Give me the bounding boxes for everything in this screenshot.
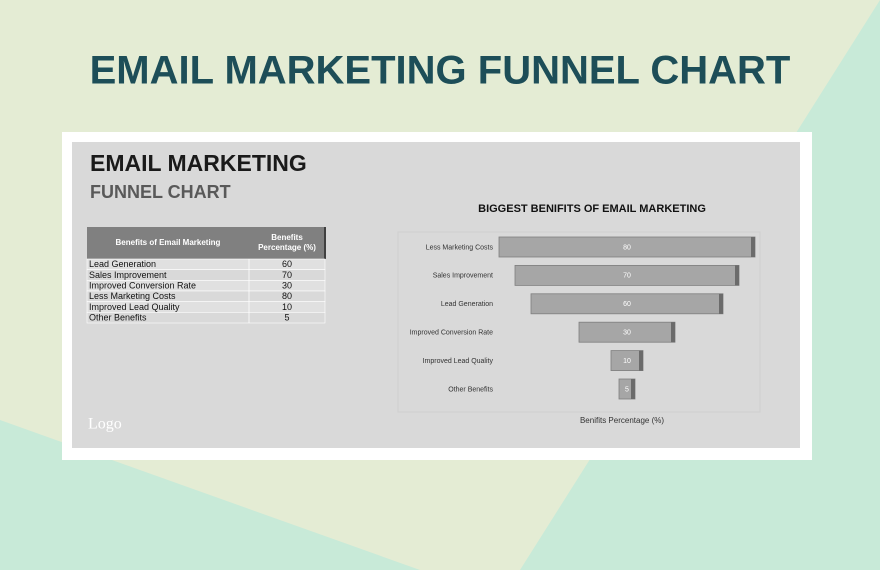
table-cell: Less Marketing Costs: [89, 291, 176, 301]
category-label: Improved Conversion Rate: [410, 330, 493, 337]
category-label: Less Marketing Costs: [426, 244, 494, 251]
logo: Logo: [88, 416, 122, 433]
page-title: EMAIL MARKETING FUNNEL CHART: [90, 49, 791, 93]
bar-shade: [751, 237, 755, 257]
sheet-title: EMAIL MARKETING: [90, 150, 307, 176]
bar-shade: [719, 293, 723, 314]
bar-value-label: 80: [623, 244, 631, 251]
bar-value-label: 10: [623, 358, 631, 365]
category-label: Lead Generation: [441, 301, 493, 308]
table-cell: Lead Generation: [89, 259, 156, 269]
table-cell: 30: [282, 281, 292, 291]
bar-value-label: 5: [625, 386, 629, 393]
bar-shade: [671, 322, 675, 343]
category-label: Improved Lead Quality: [423, 358, 494, 365]
bar-shade: [735, 265, 739, 286]
bar-value-label: 60: [623, 301, 631, 308]
bar-shade: [631, 379, 635, 399]
category-label: Sales Improvement: [433, 273, 493, 280]
sheet-subtitle: FUNNEL CHART: [90, 182, 231, 202]
bar-value-label: 30: [623, 330, 631, 337]
table-cell: 70: [282, 270, 292, 280]
category-label: Other Benefits: [448, 386, 493, 393]
x-axis-label: Benifits Percentage (%): [580, 416, 664, 425]
bar-value-label: 70: [623, 273, 631, 280]
plot-area: [397, 231, 761, 413]
table-header-cell: Benefits Percentage (%): [258, 233, 316, 252]
bar-shade: [639, 350, 643, 371]
table-cell: 5: [284, 313, 289, 323]
table-cell: Improved Lead Quality: [89, 302, 180, 312]
table-header: [87, 227, 325, 259]
table-cell: 80: [282, 291, 292, 301]
table-row: [86, 312, 326, 324]
table-header-cell: Benefits of Email Marketing: [116, 238, 221, 247]
table-cell: 10: [282, 302, 292, 312]
table-cell: Improved Conversion Rate: [89, 281, 196, 291]
chart-title: BIGGEST BENIFITS OF EMAIL MARKETING: [478, 203, 706, 215]
table-cell: Sales Improvement: [89, 270, 167, 280]
table-cell: 60: [282, 259, 292, 269]
table-cell: Other Benefits: [89, 313, 147, 323]
